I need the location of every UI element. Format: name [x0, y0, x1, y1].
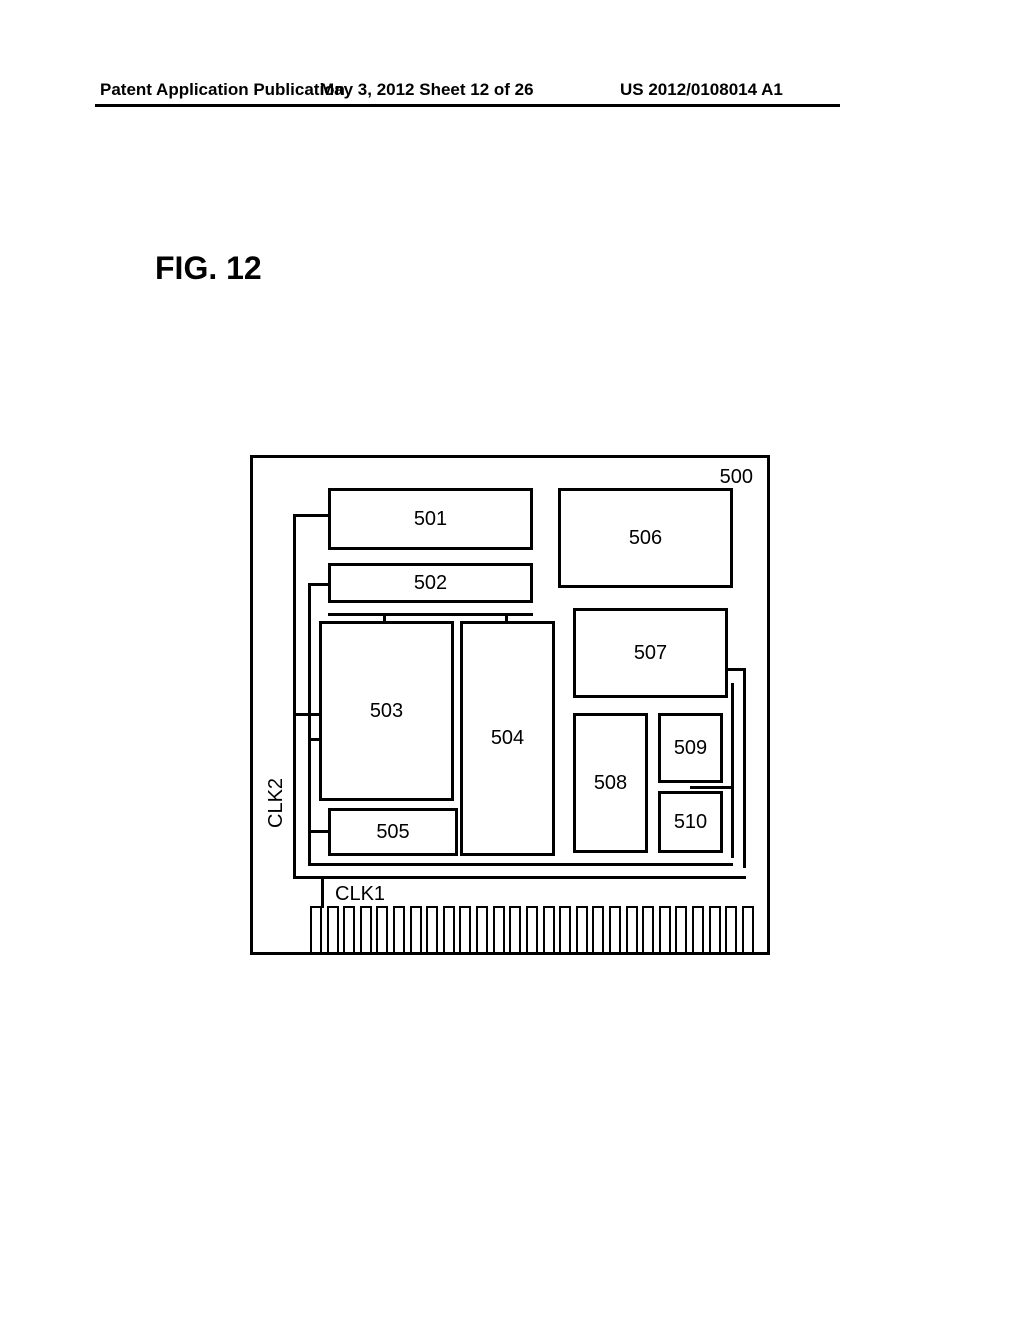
bus-v_clk1_drop: [321, 876, 324, 908]
pin-8: [443, 906, 455, 954]
pin-3: [360, 906, 372, 954]
bus-h_bottom_in: [308, 863, 733, 866]
bus-h_left_mid1: [293, 713, 319, 716]
pin-24: [709, 906, 721, 954]
bus-v_left_inner: [308, 583, 311, 863]
pin-25: [725, 906, 737, 954]
bus-h_bottom_out: [293, 876, 746, 879]
pin-4: [376, 906, 388, 954]
block-502: 502: [328, 563, 533, 603]
bus-h_509_stub: [690, 786, 734, 789]
pin-0: [310, 906, 322, 954]
pin-12: [509, 906, 521, 954]
clk1-label: CLK1: [335, 883, 385, 906]
header-left: Patent Application Publication: [100, 80, 345, 100]
chip-id-label: 500: [720, 466, 753, 489]
bus-h_507_stub: [728, 668, 746, 671]
pin-18: [609, 906, 621, 954]
bus-h_502_bot: [328, 613, 533, 616]
block-507: 507: [573, 608, 728, 698]
pin-11: [493, 906, 505, 954]
bus-h_left_top2: [308, 583, 328, 586]
pin-13: [526, 906, 538, 954]
pin-7: [426, 906, 438, 954]
figure-label: FIG. 12: [155, 250, 262, 287]
pin-2: [343, 906, 355, 954]
header-mid: May 3, 2012 Sheet 12 of 26: [320, 80, 534, 100]
pin-21: [659, 906, 671, 954]
chip-outline: 500 CLK1 CLK2 501 502 506 503504507 508509 51…: [250, 455, 770, 955]
pin-10: [476, 906, 488, 954]
bus-v_right_inner: [731, 683, 734, 858]
pin-15: [559, 906, 571, 954]
block-510: 510: [658, 791, 723, 853]
block-503: 503: [319, 621, 454, 801]
pin-14: [543, 906, 555, 954]
bus-h_left_top1: [293, 514, 328, 517]
pin-17: [592, 906, 604, 954]
pin-20: [642, 906, 654, 954]
pin-16: [576, 906, 588, 954]
bus-h_left_mid2: [308, 738, 319, 741]
bus-h_505_stub: [308, 830, 328, 833]
pin-6: [410, 906, 422, 954]
header-rule: [95, 104, 840, 107]
pin-22: [675, 906, 687, 954]
bus-v_left_outer: [293, 514, 296, 876]
pin-23: [692, 906, 704, 954]
pin-26: [742, 906, 754, 954]
pin-5: [393, 906, 405, 954]
block-501: 501: [328, 488, 533, 550]
header-right: US 2012/0108014 A1: [620, 80, 783, 100]
block-505: 505: [328, 808, 458, 856]
chip-diagram: 500 CLK1 CLK2 501 502 506 503504507 508509 51…: [250, 455, 770, 955]
clk2-label: CLK2: [265, 778, 288, 828]
bus-v_right_outer: [743, 668, 746, 868]
block-508: 508: [573, 713, 648, 853]
block-509: 509: [658, 713, 723, 783]
pin-19: [626, 906, 638, 954]
block-504: 504: [460, 621, 555, 856]
pin-1: [327, 906, 339, 954]
block-506: 506: [558, 488, 733, 588]
pin-9: [459, 906, 471, 954]
page: Patent Application Publication May 3, 20…: [0, 0, 1024, 1320]
pin-row: [310, 906, 754, 955]
